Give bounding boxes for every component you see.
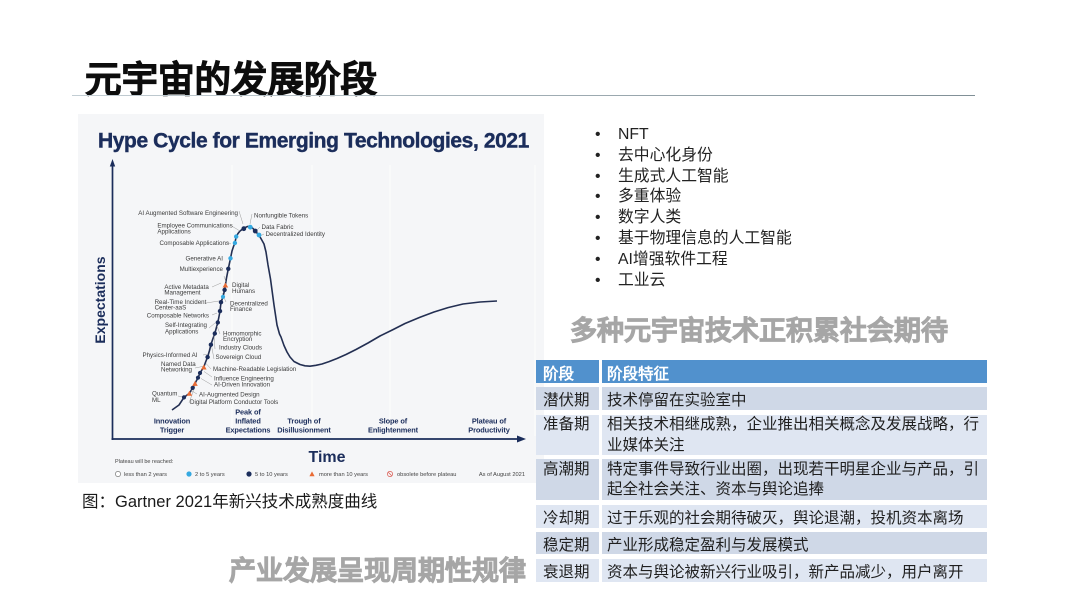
svg-text:Homomorphic: Homomorphic — [223, 331, 262, 338]
svg-text:AI-Driven Innovation: AI-Driven Innovation — [214, 382, 271, 389]
svg-text:ML: ML — [152, 397, 161, 404]
svg-text:Networking: Networking — [161, 367, 193, 374]
svg-text:Management: Management — [164, 290, 200, 297]
svg-text:Expectations: Expectations — [226, 426, 271, 435]
svg-text:AI Augmented Software Engineer: AI Augmented Software Engineering — [138, 210, 238, 217]
svg-text:Machine-Readable Legislation: Machine-Readable Legislation — [213, 366, 297, 373]
svg-text:Decentralized: Decentralized — [230, 301, 268, 308]
svg-text:Quantum: Quantum — [152, 391, 177, 398]
svg-text:Productivity: Productivity — [468, 426, 510, 435]
svg-text:AI-Augmented Design: AI-Augmented Design — [199, 392, 260, 399]
svg-text:Sovereign Cloud: Sovereign Cloud — [216, 354, 262, 361]
svg-text:Peak of: Peak of — [235, 408, 261, 417]
svg-text:Plateau of: Plateau of — [472, 417, 507, 426]
svg-text:Humans: Humans — [232, 288, 255, 295]
svg-text:Trough of: Trough of — [287, 417, 321, 426]
svg-text:Finance: Finance — [230, 306, 253, 313]
svg-text:Multiexperience: Multiexperience — [180, 266, 224, 273]
svg-text:Employee Communications: Employee Communications — [157, 223, 232, 230]
svg-text:Generative AI: Generative AI — [186, 256, 224, 263]
svg-text:Data Fabric: Data Fabric — [262, 224, 294, 231]
svg-text:Digital Platform Conductor Too: Digital Platform Conductor Tools — [190, 399, 278, 406]
svg-text:Nonfungible Tokens: Nonfungible Tokens — [254, 213, 308, 220]
svg-text:Hype Cycle for Emerging Techno: Hype Cycle for Emerging Technologies, 20… — [98, 130, 530, 153]
svg-text:As of August 2021: As of August 2021 — [479, 472, 525, 478]
svg-text:more than 10 years: more than 10 years — [319, 472, 368, 478]
svg-text:obsolete before plateau: obsolete before plateau — [397, 472, 456, 478]
svg-text:Decentralized Identity: Decentralized Identity — [266, 231, 326, 238]
svg-text:Encryption: Encryption — [223, 336, 253, 343]
svg-text:Disillusionment: Disillusionment — [277, 426, 331, 435]
svg-text:Time: Time — [308, 449, 345, 466]
svg-text:Slope of: Slope of — [379, 417, 408, 426]
svg-text:Composable Networks: Composable Networks — [147, 313, 209, 320]
svg-text:Applications: Applications — [157, 229, 190, 236]
svg-text:Composable Applications: Composable Applications — [160, 240, 229, 247]
svg-text:Trigger: Trigger — [160, 426, 185, 435]
svg-text:Innovation: Innovation — [154, 417, 191, 426]
svg-text:Center-aaS: Center-aaS — [155, 305, 187, 312]
svg-text:less than 2 years: less than 2 years — [124, 472, 167, 478]
svg-text:5 to 10 years: 5 to 10 years — [255, 472, 288, 478]
svg-text:Industry Clouds: Industry Clouds — [219, 345, 262, 352]
svg-text:Expectations: Expectations — [92, 256, 108, 343]
svg-text:Named Data: Named Data — [161, 361, 196, 368]
svg-text:Inflated: Inflated — [235, 417, 261, 426]
svg-text:Enlightenment: Enlightenment — [368, 426, 419, 435]
svg-text:Plateau will be reached:: Plateau will be reached: — [115, 459, 174, 465]
svg-text:Real-Time Incident: Real-Time Incident — [155, 299, 207, 306]
svg-text:Influence Engineering: Influence Engineering — [214, 376, 274, 383]
svg-text:Digital: Digital — [232, 282, 249, 289]
svg-text:Applications: Applications — [165, 329, 198, 336]
svg-text:Self-Integrating: Self-Integrating — [165, 322, 208, 329]
svg-text:2 to 5 years: 2 to 5 years — [195, 472, 225, 478]
svg-text:Physics-Informed AI: Physics-Informed AI — [142, 352, 197, 359]
svg-text:Active Metadata: Active Metadata — [164, 284, 209, 291]
